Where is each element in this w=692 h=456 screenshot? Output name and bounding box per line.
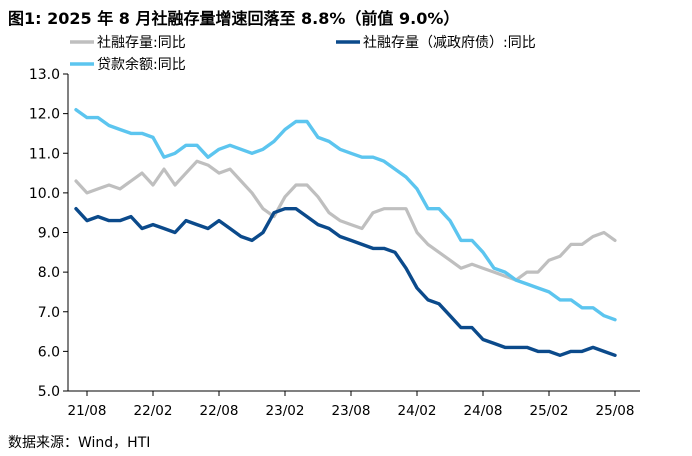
x-axis: 21/08 22/02 22/08 23/02 23/08 24/02 24/08 25/02… — [68, 390, 640, 419]
chart-title: 图1: 2025 年 8 月社融存量增速回落至 8.8%（前值 9.0%） — [8, 9, 460, 28]
x-tick-label: 23/02 — [266, 403, 305, 419]
x-tick-label: 25/02 — [530, 403, 569, 419]
y-tick-label: 13.0 — [29, 67, 60, 83]
x-tick-label: 24/02 — [398, 403, 437, 419]
y-tick-label: 8.0 — [38, 265, 60, 281]
x-tick-label: 25/08 — [596, 403, 635, 419]
y-tick-label: 9.0 — [38, 226, 60, 242]
y-tick-label: 5.0 — [38, 384, 60, 400]
y-axis: 13.0 12.0 11.0 10.0 9.0 8.0 7.0 6.0 5.0 — [29, 67, 69, 400]
series-line-1 — [74, 159, 617, 282]
legend-label-2: 社融存量（减政府债）:同比 — [363, 35, 536, 51]
y-tick-label: 11.0 — [29, 146, 60, 162]
y-tick-label: 10.0 — [29, 186, 60, 202]
legend-label-3: 贷款余额:同比 — [97, 56, 186, 73]
series-line-3 — [74, 107, 617, 322]
x-tick-label: 22/02 — [134, 403, 173, 419]
plot-area — [74, 107, 617, 357]
series-line-2 — [74, 206, 617, 357]
source-note: 数据来源：Wind，HTI — [8, 435, 151, 451]
x-tick-label: 21/08 — [68, 403, 107, 419]
x-tick-label: 22/08 — [200, 403, 239, 419]
x-tick-label: 24/08 — [464, 403, 503, 419]
y-tick-label: 6.0 — [38, 344, 60, 360]
legend-label-1: 社融存量:同比 — [97, 35, 186, 51]
y-tick-label: 7.0 — [38, 305, 60, 321]
x-tick-label: 23/08 — [332, 403, 371, 419]
y-tick-label: 12.0 — [29, 107, 60, 123]
